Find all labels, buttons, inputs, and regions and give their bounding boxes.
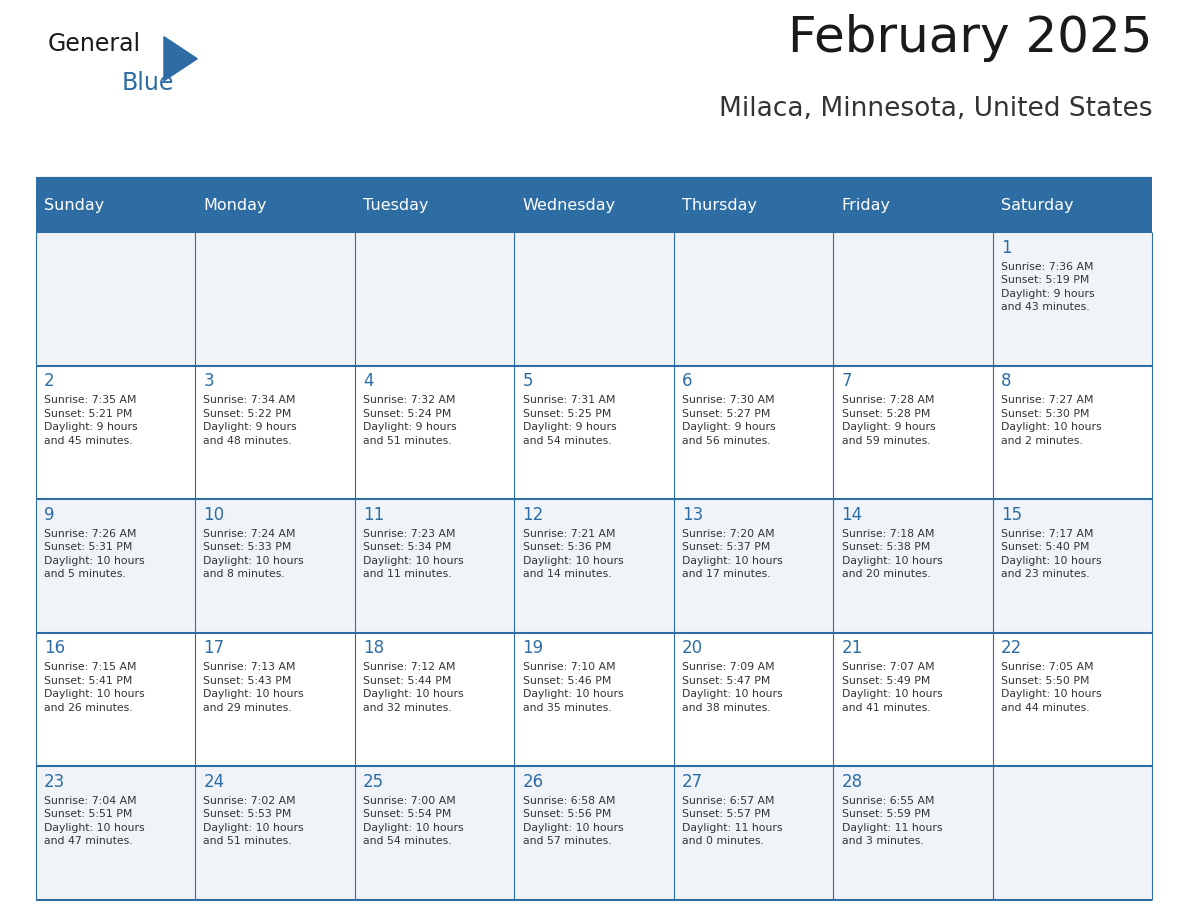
Text: Sunrise: 7:02 AM
Sunset: 5:53 PM
Daylight: 10 hours
and 51 minutes.: Sunrise: 7:02 AM Sunset: 5:53 PM Dayligh… (203, 796, 304, 846)
Polygon shape (164, 37, 197, 81)
Text: 12: 12 (523, 506, 544, 523)
Text: Wednesday: Wednesday (523, 198, 615, 213)
Text: Sunrise: 7:35 AM
Sunset: 5:21 PM
Daylight: 9 hours
and 45 minutes.: Sunrise: 7:35 AM Sunset: 5:21 PM Dayligh… (44, 395, 138, 446)
Text: Friday: Friday (841, 198, 891, 213)
Text: Sunrise: 7:36 AM
Sunset: 5:19 PM
Daylight: 9 hours
and 43 minutes.: Sunrise: 7:36 AM Sunset: 5:19 PM Dayligh… (1001, 262, 1095, 312)
Text: 18: 18 (364, 639, 384, 657)
Text: Blue: Blue (121, 71, 173, 95)
Text: 25: 25 (364, 773, 384, 790)
Text: 3: 3 (203, 372, 214, 390)
Text: Milaca, Minnesota, United States: Milaca, Minnesota, United States (719, 96, 1152, 122)
Text: 27: 27 (682, 773, 703, 790)
Bar (36, 232, 1152, 365)
Text: 17: 17 (203, 639, 225, 657)
Text: February 2025: February 2025 (788, 14, 1152, 62)
Text: 1: 1 (1001, 239, 1012, 257)
Text: 28: 28 (841, 773, 862, 790)
Text: Sunrise: 7:31 AM
Sunset: 5:25 PM
Daylight: 9 hours
and 54 minutes.: Sunrise: 7:31 AM Sunset: 5:25 PM Dayligh… (523, 395, 617, 446)
Text: Sunrise: 7:26 AM
Sunset: 5:31 PM
Daylight: 10 hours
and 5 minutes.: Sunrise: 7:26 AM Sunset: 5:31 PM Dayligh… (44, 529, 145, 579)
Text: Sunrise: 7:07 AM
Sunset: 5:49 PM
Daylight: 10 hours
and 41 minutes.: Sunrise: 7:07 AM Sunset: 5:49 PM Dayligh… (841, 662, 942, 713)
Text: Sunrise: 7:32 AM
Sunset: 5:24 PM
Daylight: 9 hours
and 51 minutes.: Sunrise: 7:32 AM Sunset: 5:24 PM Dayligh… (364, 395, 456, 446)
Text: Sunrise: 7:30 AM
Sunset: 5:27 PM
Daylight: 9 hours
and 56 minutes.: Sunrise: 7:30 AM Sunset: 5:27 PM Dayligh… (682, 395, 776, 446)
Bar (36, 179, 1152, 232)
Text: 22: 22 (1001, 639, 1023, 657)
Text: Sunrise: 7:34 AM
Sunset: 5:22 PM
Daylight: 9 hours
and 48 minutes.: Sunrise: 7:34 AM Sunset: 5:22 PM Dayligh… (203, 395, 297, 446)
Text: Sunrise: 6:55 AM
Sunset: 5:59 PM
Daylight: 11 hours
and 3 minutes.: Sunrise: 6:55 AM Sunset: 5:59 PM Dayligh… (841, 796, 942, 846)
Text: 16: 16 (44, 639, 65, 657)
Text: 20: 20 (682, 639, 703, 657)
Text: 15: 15 (1001, 506, 1022, 523)
Text: Sunrise: 7:05 AM
Sunset: 5:50 PM
Daylight: 10 hours
and 44 minutes.: Sunrise: 7:05 AM Sunset: 5:50 PM Dayligh… (1001, 662, 1101, 713)
Text: Sunrise: 7:27 AM
Sunset: 5:30 PM
Daylight: 10 hours
and 2 minutes.: Sunrise: 7:27 AM Sunset: 5:30 PM Dayligh… (1001, 395, 1101, 446)
Text: Sunrise: 7:23 AM
Sunset: 5:34 PM
Daylight: 10 hours
and 11 minutes.: Sunrise: 7:23 AM Sunset: 5:34 PM Dayligh… (364, 529, 463, 579)
Text: Sunrise: 7:15 AM
Sunset: 5:41 PM
Daylight: 10 hours
and 26 minutes.: Sunrise: 7:15 AM Sunset: 5:41 PM Dayligh… (44, 662, 145, 713)
Text: 6: 6 (682, 372, 693, 390)
Text: 5: 5 (523, 372, 533, 390)
Text: 26: 26 (523, 773, 544, 790)
Text: Sunrise: 7:20 AM
Sunset: 5:37 PM
Daylight: 10 hours
and 17 minutes.: Sunrise: 7:20 AM Sunset: 5:37 PM Dayligh… (682, 529, 783, 579)
Text: Sunrise: 6:58 AM
Sunset: 5:56 PM
Daylight: 10 hours
and 57 minutes.: Sunrise: 6:58 AM Sunset: 5:56 PM Dayligh… (523, 796, 624, 846)
Text: General: General (48, 32, 140, 56)
Text: Saturday: Saturday (1001, 198, 1074, 213)
Text: 21: 21 (841, 639, 862, 657)
Bar (36, 365, 1152, 499)
Text: Thursday: Thursday (682, 198, 757, 213)
Text: Sunrise: 7:09 AM
Sunset: 5:47 PM
Daylight: 10 hours
and 38 minutes.: Sunrise: 7:09 AM Sunset: 5:47 PM Dayligh… (682, 662, 783, 713)
Text: Sunrise: 7:17 AM
Sunset: 5:40 PM
Daylight: 10 hours
and 23 minutes.: Sunrise: 7:17 AM Sunset: 5:40 PM Dayligh… (1001, 529, 1101, 579)
Text: 4: 4 (364, 372, 373, 390)
Text: 7: 7 (841, 372, 852, 390)
Text: Sunrise: 6:57 AM
Sunset: 5:57 PM
Daylight: 11 hours
and 0 minutes.: Sunrise: 6:57 AM Sunset: 5:57 PM Dayligh… (682, 796, 783, 846)
Text: Sunrise: 7:12 AM
Sunset: 5:44 PM
Daylight: 10 hours
and 32 minutes.: Sunrise: 7:12 AM Sunset: 5:44 PM Dayligh… (364, 662, 463, 713)
Text: 10: 10 (203, 506, 225, 523)
Bar (36, 767, 1152, 900)
Text: 13: 13 (682, 506, 703, 523)
Text: Sunrise: 7:24 AM
Sunset: 5:33 PM
Daylight: 10 hours
and 8 minutes.: Sunrise: 7:24 AM Sunset: 5:33 PM Dayligh… (203, 529, 304, 579)
Text: 2: 2 (44, 372, 55, 390)
Text: Sunrise: 7:13 AM
Sunset: 5:43 PM
Daylight: 10 hours
and 29 minutes.: Sunrise: 7:13 AM Sunset: 5:43 PM Dayligh… (203, 662, 304, 713)
Text: Tuesday: Tuesday (364, 198, 429, 213)
Text: 8: 8 (1001, 372, 1012, 390)
Text: Sunrise: 7:00 AM
Sunset: 5:54 PM
Daylight: 10 hours
and 54 minutes.: Sunrise: 7:00 AM Sunset: 5:54 PM Dayligh… (364, 796, 463, 846)
Text: 9: 9 (44, 506, 55, 523)
Text: Sunrise: 7:18 AM
Sunset: 5:38 PM
Daylight: 10 hours
and 20 minutes.: Sunrise: 7:18 AM Sunset: 5:38 PM Dayligh… (841, 529, 942, 579)
Text: 19: 19 (523, 639, 544, 657)
Text: Sunrise: 7:04 AM
Sunset: 5:51 PM
Daylight: 10 hours
and 47 minutes.: Sunrise: 7:04 AM Sunset: 5:51 PM Dayligh… (44, 796, 145, 846)
Text: Sunrise: 7:10 AM
Sunset: 5:46 PM
Daylight: 10 hours
and 35 minutes.: Sunrise: 7:10 AM Sunset: 5:46 PM Dayligh… (523, 662, 624, 713)
Text: 24: 24 (203, 773, 225, 790)
Bar (36, 499, 1152, 633)
Text: 11: 11 (364, 506, 384, 523)
Text: Sunrise: 7:28 AM
Sunset: 5:28 PM
Daylight: 9 hours
and 59 minutes.: Sunrise: 7:28 AM Sunset: 5:28 PM Dayligh… (841, 395, 935, 446)
Bar (36, 633, 1152, 767)
Text: Sunrise: 7:21 AM
Sunset: 5:36 PM
Daylight: 10 hours
and 14 minutes.: Sunrise: 7:21 AM Sunset: 5:36 PM Dayligh… (523, 529, 624, 579)
Text: 23: 23 (44, 773, 65, 790)
Text: Sunday: Sunday (44, 198, 105, 213)
Text: 14: 14 (841, 506, 862, 523)
Text: Monday: Monday (203, 198, 267, 213)
